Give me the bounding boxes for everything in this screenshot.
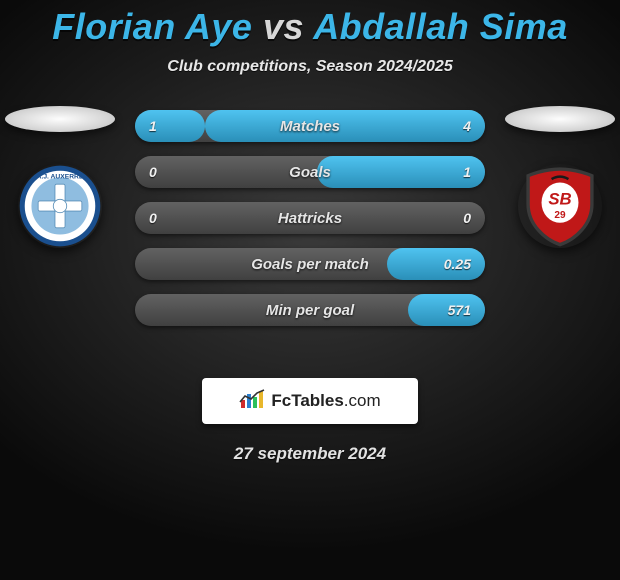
stat-label: Hattricks [278,210,342,227]
stat-rows: 1 4 Matches 0 1 Goals 0 0 Hattricks 0.25 Goals per… [135,100,485,326]
stat-row: 0.25 Goals per match [135,248,485,280]
stat-value-right: 1 [463,156,471,188]
left-side: A.J. AUXERRE [0,100,120,248]
right-side: SB 29 [500,100,620,248]
svg-text:29: 29 [554,210,566,221]
right-club-crest: SB 29 [518,164,602,248]
stat-value-left: 0 [149,202,157,234]
stat-value-right: 4 [463,110,471,142]
stat-label: Goals [289,164,331,181]
brand-text: FcTables.com [271,391,380,411]
left-club-crest: A.J. AUXERRE [18,164,102,248]
stat-bar-left [135,110,205,142]
comparison-stage: A.J. AUXERRE SB 29 1 4 Matches 0 1 Goals 0 0 Hat… [0,100,620,360]
player2-name: Abdallah Sima [313,6,568,47]
stat-value-right: 571 [448,294,471,326]
stat-value-right: 0 [463,202,471,234]
stat-value-right: 0.25 [444,248,471,280]
stat-row: 0 0 Hattricks [135,202,485,234]
stat-bar-right [205,110,485,142]
stat-label: Min per goal [266,302,354,319]
stat-value-left: 1 [149,110,157,142]
stat-bar-right [317,156,485,188]
svg-text:SB: SB [548,189,571,208]
comparison-title: Florian Aye vs Abdallah Sima [0,0,620,48]
stat-row: 571 Min per goal [135,294,485,326]
brand-name: FcTables [271,391,343,410]
stat-label: Goals per match [251,256,369,273]
date-text: 27 september 2024 [0,444,620,464]
player1-name: Florian Aye [52,6,252,47]
stat-row: 0 1 Goals [135,156,485,188]
svg-text:A.J. AUXERRE: A.J. AUXERRE [37,173,84,180]
chart-bars-icon [239,388,265,415]
vs-text: vs [263,6,304,47]
brand-suffix: .com [344,391,381,410]
stat-value-left: 0 [149,156,157,188]
stat-row: 1 4 Matches [135,110,485,142]
right-plinth [505,106,615,132]
brand-box: FcTables.com [202,378,418,424]
stat-bar-right [408,294,485,326]
left-plinth [5,106,115,132]
subtitle: Club competitions, Season 2024/2025 [0,58,620,76]
stat-label: Matches [280,118,340,135]
